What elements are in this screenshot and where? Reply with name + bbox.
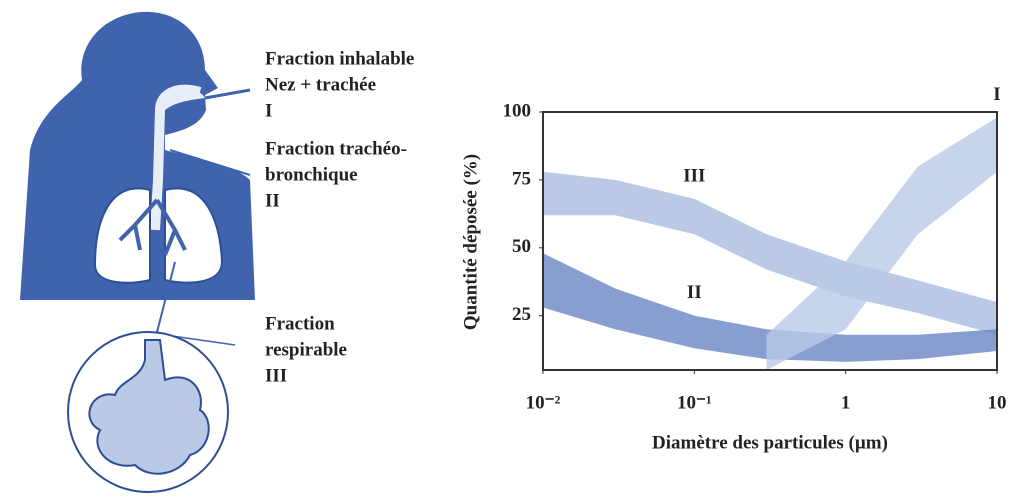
series-label: I xyxy=(993,84,1000,105)
page: Fraction inhalable Nez + trachée I Fract… xyxy=(0,0,1016,498)
label-line: Fraction trachéo- xyxy=(265,138,407,159)
label-line: Fraction inhalable xyxy=(265,48,414,69)
label-line: respirable xyxy=(265,339,347,360)
x-axis-label: Diamètre des particules (µm) xyxy=(652,432,888,453)
x-tick-label: 10⁻¹ xyxy=(677,392,712,413)
plot-area xyxy=(543,117,997,370)
y-tick-label: 25 xyxy=(512,304,531,325)
y-tick-label: 100 xyxy=(503,100,532,121)
label-line: Nez + trachée xyxy=(265,74,376,95)
figure: Fraction inhalable Nez + trachée I Fract… xyxy=(0,0,1016,498)
label-line: Fraction xyxy=(265,313,335,334)
label-line: bronchique xyxy=(265,164,358,185)
x-tick-label: 1 xyxy=(841,392,851,413)
label-line: II xyxy=(265,190,280,211)
series-label: III xyxy=(683,165,705,186)
x-tick-label: 10 xyxy=(988,392,1007,413)
illustration: Fraction inhalable Nez + trachée I Fract… xyxy=(20,12,414,492)
y-axis-label: Quantité déposée (%) xyxy=(460,154,481,330)
y-tick-label: 50 xyxy=(512,236,531,257)
x-tick-label: 10⁻² xyxy=(526,392,561,413)
label-line: I xyxy=(265,100,272,121)
y-tick-label: 75 xyxy=(512,168,531,189)
label-line: III xyxy=(265,365,287,386)
chart: Quantité déposée (%) Diamètre des partic… xyxy=(460,84,1006,454)
series-label: II xyxy=(687,282,702,303)
